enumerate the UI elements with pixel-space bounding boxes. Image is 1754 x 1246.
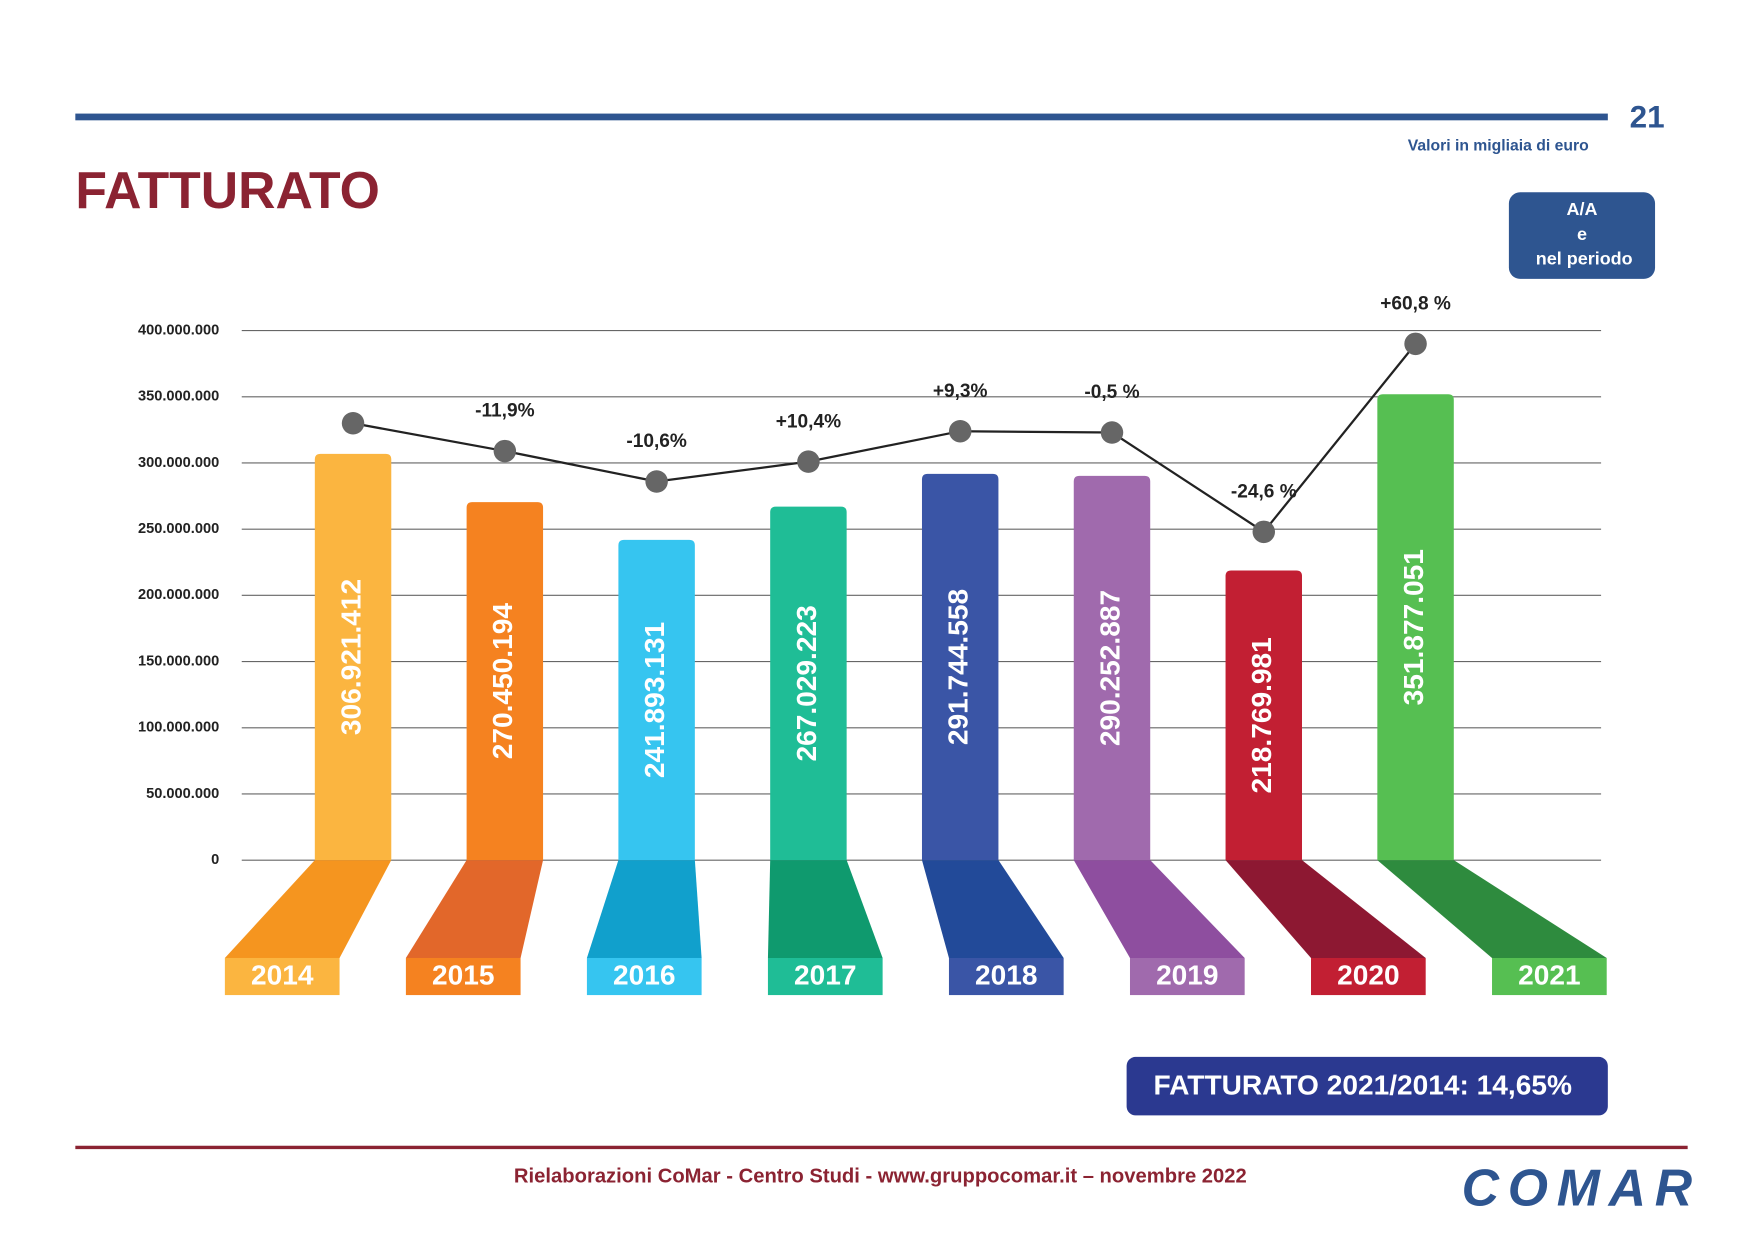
growth-label: -11,9% [475, 401, 535, 422]
x-tick-label: 2016 [613, 960, 675, 991]
growth-point [948, 419, 972, 443]
bar-base [1073, 860, 1245, 958]
legend-box [1508, 192, 1656, 279]
page-number: 21 [1630, 100, 1665, 135]
x-tick-label: 2015 [432, 960, 495, 991]
y-tick-label: 50.000.000 [146, 786, 219, 802]
bar [1073, 475, 1151, 861]
bar [1225, 570, 1303, 861]
y-tick-label: 350.000.000 [138, 389, 219, 405]
growth-point [645, 470, 668, 493]
value-label: 241.893.131 [639, 622, 670, 778]
growth-line [352, 343, 1417, 534]
legend-text: A/A [1566, 199, 1597, 219]
bar-base [921, 860, 1064, 958]
growth-label: +10,4% [776, 411, 841, 432]
growth-label: +9,3% [933, 381, 988, 402]
bar [466, 502, 544, 861]
growth-point [1404, 332, 1427, 356]
growth-point [1100, 421, 1124, 444]
legend-text: nel periodo [1536, 248, 1633, 268]
growth-label: -10,6% [626, 431, 687, 452]
bar-base [767, 860, 883, 958]
growth-label: +60,8 % [1380, 294, 1451, 315]
header-rule [75, 113, 1608, 121]
unit-note: Valori in migliaia di euro [1408, 137, 1589, 154]
bar [618, 539, 695, 861]
bar-base [1377, 860, 1607, 958]
bar-base [586, 860, 702, 958]
bar-base [1225, 860, 1426, 958]
bar-base [224, 860, 392, 958]
year-box [1492, 957, 1607, 996]
y-tick-label: 100.000.000 [138, 720, 219, 736]
page-title: FATTURATO [75, 161, 380, 219]
summary-text: FATTURATO 2021/2014: 14,65% [1153, 1070, 1571, 1101]
x-tick-label: 2018 [975, 960, 1038, 991]
year-box [405, 957, 521, 996]
legend-text: e [1577, 224, 1587, 244]
x-tick-label: 2017 [794, 960, 857, 991]
summary-box [1126, 1056, 1608, 1116]
x-tick-label: 2019 [1156, 960, 1219, 991]
growth-point [493, 439, 517, 463]
logo: COMAR [1462, 1158, 1692, 1216]
y-tick-label: 250.000.000 [138, 521, 219, 537]
growth-label: -24,6 % [1231, 482, 1297, 503]
year-box [586, 957, 702, 996]
value-label: 218.769.981 [1246, 637, 1277, 793]
value-label: 290.252.887 [1094, 590, 1125, 746]
bar [1377, 394, 1454, 861]
growth-point [1252, 520, 1276, 544]
year-box [1311, 957, 1426, 996]
year-box [767, 957, 883, 996]
x-tick-label: 2014 [251, 960, 314, 991]
value-label: 306.921.412 [335, 579, 366, 735]
y-tick-label: 400.000.000 [138, 322, 219, 338]
bar [770, 506, 847, 861]
growth-label: -0,5 % [1084, 382, 1139, 403]
year-box [1129, 957, 1245, 996]
x-tick-label: 2020 [1337, 960, 1400, 991]
chart: 0 50.000.000 100.000.000 150.000.000 200.000… [138, 294, 1607, 996]
value-label: 270.450.194 [487, 603, 518, 760]
bar [921, 473, 999, 861]
x-tick-label: 2021 [1518, 960, 1581, 991]
bar-base [405, 860, 544, 958]
value-label: 267.029.223 [791, 605, 822, 761]
value-label: 351.877.051 [1398, 549, 1429, 705]
footer-rule [75, 1145, 1688, 1150]
value-label: 291.744.558 [943, 589, 974, 745]
y-tick-label: 300.000.000 [138, 455, 219, 471]
y-tick-label: 0 [211, 852, 219, 868]
year-box [948, 957, 1064, 996]
y-tick-label: 150.000.000 [138, 653, 219, 669]
bar [314, 453, 392, 861]
footer-text: Rielaborazioni CoMar - Centro Studi - ww… [514, 1166, 1247, 1188]
year-box [224, 957, 340, 996]
y-tick-label: 200.000.000 [138, 587, 219, 603]
growth-point [797, 450, 820, 473]
growth-point [341, 412, 365, 435]
